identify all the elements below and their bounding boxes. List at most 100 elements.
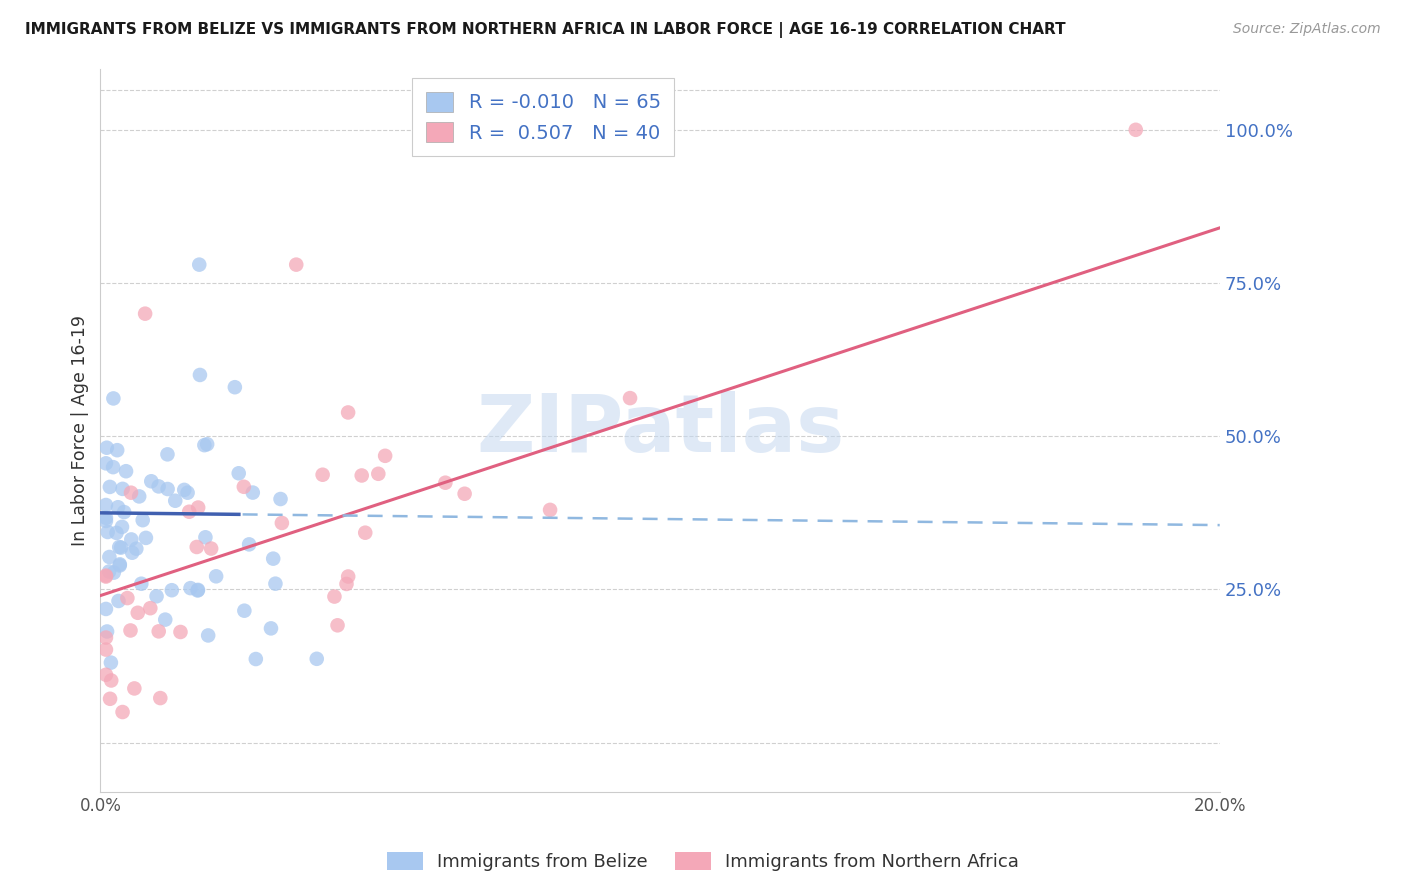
Point — [121, 546, 143, 560]
Point — [101, 460, 124, 475]
Point — [337, 405, 360, 419]
Point — [538, 503, 561, 517]
Point — [326, 618, 349, 632]
Point — [110, 541, 132, 555]
Point — [305, 652, 328, 666]
Point — [115, 464, 138, 478]
Point — [374, 449, 396, 463]
Point — [232, 480, 254, 494]
Point — [186, 540, 208, 554]
Point — [350, 468, 373, 483]
Point — [434, 475, 457, 490]
Point — [120, 624, 142, 638]
Point — [125, 541, 148, 556]
Point — [260, 621, 283, 635]
Point — [233, 604, 256, 618]
Point — [98, 691, 121, 706]
Point — [94, 667, 117, 681]
Point — [128, 490, 150, 504]
Point — [156, 482, 179, 496]
Point — [98, 549, 121, 564]
Point — [200, 541, 222, 556]
Point — [96, 441, 118, 455]
Legend: R = -0.010   N = 65, R =  0.507   N = 40: R = -0.010 N = 65, R = 0.507 N = 40 — [412, 78, 675, 156]
Point — [195, 437, 218, 451]
Point — [94, 568, 117, 582]
Point — [107, 594, 129, 608]
Point — [139, 601, 162, 615]
Point — [103, 392, 125, 406]
Point — [94, 569, 117, 583]
Point — [149, 691, 172, 706]
Point — [108, 558, 131, 572]
Point — [205, 569, 228, 583]
Point — [94, 456, 117, 470]
Point — [120, 533, 142, 547]
Point — [193, 438, 215, 452]
Point — [285, 258, 308, 272]
Point — [619, 391, 641, 405]
Point — [224, 380, 246, 394]
Point — [262, 551, 284, 566]
Point — [120, 485, 142, 500]
Point — [354, 525, 377, 540]
Point — [141, 475, 163, 489]
Point — [179, 505, 201, 519]
Point — [145, 589, 167, 603]
Point — [197, 628, 219, 642]
Point — [97, 524, 120, 539]
Point — [100, 673, 122, 688]
Point — [127, 606, 149, 620]
Point — [108, 540, 131, 554]
Point — [335, 577, 357, 591]
Point — [165, 493, 187, 508]
Point — [134, 307, 156, 321]
Legend: Immigrants from Belize, Immigrants from Northern Africa: Immigrants from Belize, Immigrants from … — [380, 846, 1026, 879]
Point — [238, 537, 260, 551]
Point — [180, 581, 202, 595]
Point — [323, 590, 346, 604]
Point — [188, 368, 211, 382]
Point — [111, 520, 134, 534]
Point — [169, 625, 191, 640]
Point — [148, 479, 170, 493]
Text: Source: ZipAtlas.com: Source: ZipAtlas.com — [1233, 22, 1381, 37]
Point — [228, 467, 250, 481]
Y-axis label: In Labor Force | Age 16-19: In Labor Force | Age 16-19 — [72, 315, 89, 546]
Point — [111, 482, 134, 496]
Point — [94, 631, 117, 645]
Point — [135, 531, 157, 545]
Point — [112, 505, 135, 519]
Point — [245, 652, 267, 666]
Text: ZIPatlas: ZIPatlas — [475, 391, 844, 469]
Point — [107, 500, 129, 515]
Point — [94, 602, 117, 616]
Text: IMMIGRANTS FROM BELIZE VS IMMIGRANTS FROM NORTHERN AFRICA IN LABOR FORCE | AGE 1: IMMIGRANTS FROM BELIZE VS IMMIGRANTS FRO… — [25, 22, 1066, 38]
Point — [148, 624, 170, 639]
Point — [100, 656, 122, 670]
Point — [124, 681, 146, 696]
Point — [187, 500, 209, 515]
Point — [111, 705, 134, 719]
Point — [270, 516, 292, 530]
Point — [176, 485, 198, 500]
Point — [94, 510, 117, 524]
Point — [131, 576, 153, 591]
Point — [453, 487, 475, 501]
Point — [270, 491, 292, 506]
Point — [94, 642, 117, 657]
Point — [1125, 123, 1147, 137]
Point — [264, 576, 287, 591]
Point — [242, 485, 264, 500]
Point — [173, 483, 195, 497]
Point — [155, 613, 177, 627]
Point — [156, 447, 179, 461]
Point — [187, 582, 209, 597]
Point — [94, 514, 117, 528]
Point — [367, 467, 389, 481]
Point — [194, 530, 217, 544]
Point — [105, 525, 128, 540]
Point — [311, 467, 333, 482]
Point — [337, 569, 360, 583]
Point — [103, 566, 125, 580]
